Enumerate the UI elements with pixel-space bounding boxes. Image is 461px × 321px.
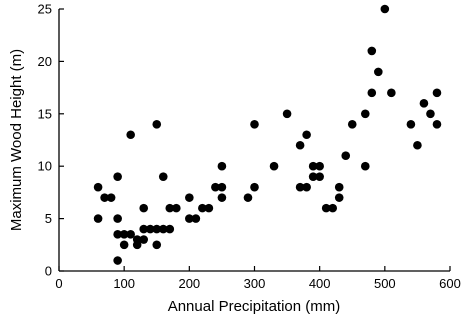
data-point	[367, 46, 377, 56]
data-point	[308, 161, 318, 171]
data-point	[139, 224, 149, 234]
data-point	[367, 88, 377, 98]
data-point	[158, 224, 168, 234]
data-point	[211, 182, 220, 192]
data-point	[139, 203, 149, 213]
y-ticks: 0 5 10 15 20 25	[38, 2, 64, 279]
data-point	[119, 240, 129, 250]
data-point	[152, 119, 162, 129]
y-axis-title: Maximum Wood Height (m)	[8, 49, 25, 231]
data-point	[185, 214, 194, 223]
data-point	[126, 230, 135, 239]
data-point	[172, 203, 181, 213]
data-point	[432, 88, 442, 98]
data-point	[269, 161, 279, 171]
data-point	[347, 119, 357, 129]
data-point	[145, 224, 155, 234]
data-point	[413, 140, 422, 150]
x-tick-label: 600	[439, 276, 461, 291]
data-point	[250, 119, 259, 129]
data-point	[113, 214, 122, 223]
data-point	[113, 256, 122, 265]
data-point	[334, 193, 344, 202]
data-point	[374, 67, 383, 77]
data-point	[217, 161, 227, 171]
data-point	[250, 182, 259, 192]
data-point	[282, 109, 292, 119]
data-point	[139, 235, 149, 244]
data-point	[328, 203, 338, 213]
x-axis-title: Annual Precipitation (mm)	[168, 298, 341, 315]
x-tick-label: 400	[309, 276, 331, 291]
data-point	[308, 172, 318, 181]
y-tick-label: 25	[38, 2, 52, 17]
data-point	[315, 161, 324, 171]
data-point	[302, 130, 311, 140]
y-tick-label: 5	[45, 211, 52, 226]
data-point	[106, 193, 116, 202]
data-point	[185, 193, 194, 202]
y-tick-label: 0	[45, 264, 52, 279]
data-point	[100, 193, 109, 202]
x-tick-label: 100	[113, 276, 135, 291]
data-point	[387, 88, 396, 98]
y-tick-label: 15	[38, 106, 52, 121]
x-tick-label: 300	[244, 276, 266, 291]
y-tick-label: 20	[38, 54, 52, 69]
data-point	[217, 182, 227, 192]
data-point	[113, 172, 122, 181]
data-point	[295, 182, 305, 192]
data-point	[217, 193, 227, 202]
data-point	[165, 203, 175, 213]
data-point	[426, 109, 435, 119]
data-point	[158, 172, 168, 181]
data-point	[419, 99, 429, 108]
data-point	[152, 224, 162, 234]
data-point	[302, 182, 311, 192]
x-ticks: 0 100 200 300 400 500 600	[55, 266, 461, 291]
data-point	[132, 240, 142, 250]
data-point	[198, 203, 207, 213]
data-point	[406, 119, 416, 129]
data-point	[152, 240, 162, 250]
data-point	[341, 151, 351, 161]
data-point	[243, 193, 253, 202]
data-point	[315, 172, 324, 181]
x-tick-label: 500	[374, 276, 396, 291]
data-point	[360, 109, 370, 119]
data-points	[93, 4, 442, 265]
data-point	[295, 140, 305, 150]
x-tick-label: 200	[178, 276, 200, 291]
data-point	[432, 119, 442, 129]
data-point	[126, 130, 135, 140]
data-point	[360, 161, 370, 171]
data-point	[334, 182, 344, 192]
data-point	[165, 224, 175, 234]
y-tick-label: 10	[38, 159, 52, 174]
data-point	[191, 214, 201, 223]
data-point	[321, 203, 331, 213]
data-point	[380, 4, 390, 14]
data-point	[113, 230, 122, 239]
x-tick-label: 0	[55, 276, 62, 291]
data-point	[119, 230, 129, 239]
data-point	[93, 214, 103, 223]
data-point	[204, 203, 214, 213]
data-point	[93, 182, 103, 192]
